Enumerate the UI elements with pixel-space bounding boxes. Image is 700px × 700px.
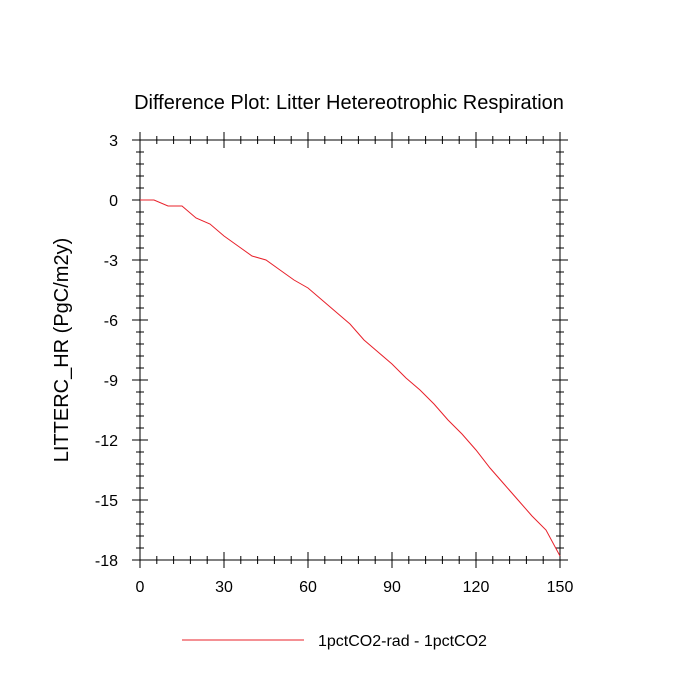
x-tick-label: 60: [299, 579, 317, 596]
x-tick-label: 90: [383, 579, 401, 596]
x-tick-label: 0: [136, 579, 145, 596]
y-tick-label: -3: [104, 253, 118, 270]
x-tick-label: 120: [463, 579, 490, 596]
chart-title: Difference Plot: Litter Hetereotrophic R…: [134, 92, 564, 114]
series-line: [140, 199, 561, 557]
legend-label: 1pctCO2-rad - 1pctCO2: [318, 633, 487, 650]
y-tick-label: -15: [95, 493, 118, 510]
y-tick-label: -9: [104, 373, 118, 390]
y-tick-label: 0: [109, 193, 118, 210]
x-tick-label: 30: [215, 579, 233, 596]
axis-ticks: [132, 132, 568, 568]
y-tick-label: -6: [104, 313, 118, 330]
x-tick-label: 150: [547, 579, 574, 596]
y-axis-label: LITTERC_HR (PgC/m2y): [51, 238, 73, 462]
y-tick-label: -18: [95, 553, 118, 570]
y-tick-label: 3: [109, 133, 118, 150]
y-tick-label: -12: [95, 433, 118, 450]
plot-frame: [139, 139, 561, 561]
legend: 1pctCO2-rad - 1pctCO2: [182, 633, 487, 650]
